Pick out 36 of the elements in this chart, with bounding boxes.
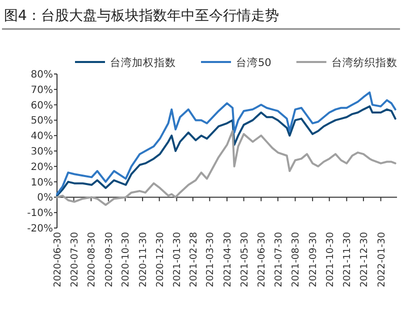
x-tick-label: 2020-12-30: [154, 232, 166, 288]
y-tick-label: 60%: [30, 100, 53, 112]
x-tick-label: 2021-08-30: [290, 232, 302, 288]
x-tick-label: 2020-07-30: [69, 232, 80, 288]
y-tick-label: 70%: [30, 84, 53, 96]
x-tick-label: 2021-12-30: [358, 232, 370, 288]
legend-label: 台湾纺织指数: [331, 56, 398, 69]
x-tick-label: 2021-10-30: [324, 232, 336, 288]
y-tick-label: 10%: [30, 177, 53, 188]
legend-label: 台湾加权指数: [110, 56, 176, 69]
x-tick-label: 2020-09-30: [104, 232, 115, 288]
x-tick-label: 2021-04-30: [222, 232, 234, 288]
y-tick-label: 40%: [30, 131, 53, 142]
y-tick-label: 50%: [30, 116, 53, 127]
x-tick-label: 2022-01-30: [376, 232, 388, 288]
y-tick-label: 80%: [30, 70, 53, 80]
y-tick-label: -20%: [27, 224, 53, 234]
chart-title: 图4：台股大盘与板块指数年中至今行情走势: [4, 8, 279, 24]
y-tick-label: 20%: [30, 162, 53, 173]
y-tick-label: 0%: [37, 192, 53, 204]
x-tick-label: 2021-06-30: [256, 232, 268, 288]
x-tick-label: 2021-01-30: [172, 232, 184, 288]
x-tick-label: 2021-11-30: [342, 232, 354, 288]
x-tick-label: 2020-11-30: [138, 232, 150, 288]
x-tick-label: 2020-10-30: [120, 232, 132, 288]
legend-label: 台湾50: [236, 56, 272, 69]
x-tick-label: 2021-03-30: [205, 232, 216, 288]
y-tick-label: -10%: [27, 208, 53, 220]
x-tick-label: 2021-09-30: [308, 232, 320, 288]
x-tick-label: 2021-05-30: [239, 232, 250, 288]
x-tick-label: 2021-02-28: [188, 232, 200, 288]
line-series: [56, 130, 396, 206]
x-tick-label: 2020-08-30: [86, 232, 98, 288]
x-tick-label: 2021-07-30: [273, 232, 284, 288]
y-tick-label: 30%: [30, 146, 53, 158]
x-tick-label: 2020-06-30: [52, 232, 64, 288]
